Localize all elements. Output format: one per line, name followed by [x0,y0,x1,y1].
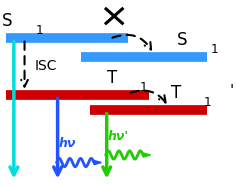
Text: ': ' [230,84,234,99]
Text: T: T [107,69,117,87]
Text: ': ' [236,31,237,46]
Text: 1: 1 [204,96,212,109]
Polygon shape [94,160,101,165]
Text: 1: 1 [140,81,148,94]
Text: 1: 1 [35,24,43,37]
Text: S: S [177,31,188,49]
Text: S: S [2,12,13,30]
Text: hν: hν [59,137,76,150]
Text: T: T [171,84,181,102]
Polygon shape [143,153,150,157]
Text: ISC: ISC [34,59,57,73]
Text: 1: 1 [210,43,218,56]
Text: hν': hν' [108,130,129,143]
